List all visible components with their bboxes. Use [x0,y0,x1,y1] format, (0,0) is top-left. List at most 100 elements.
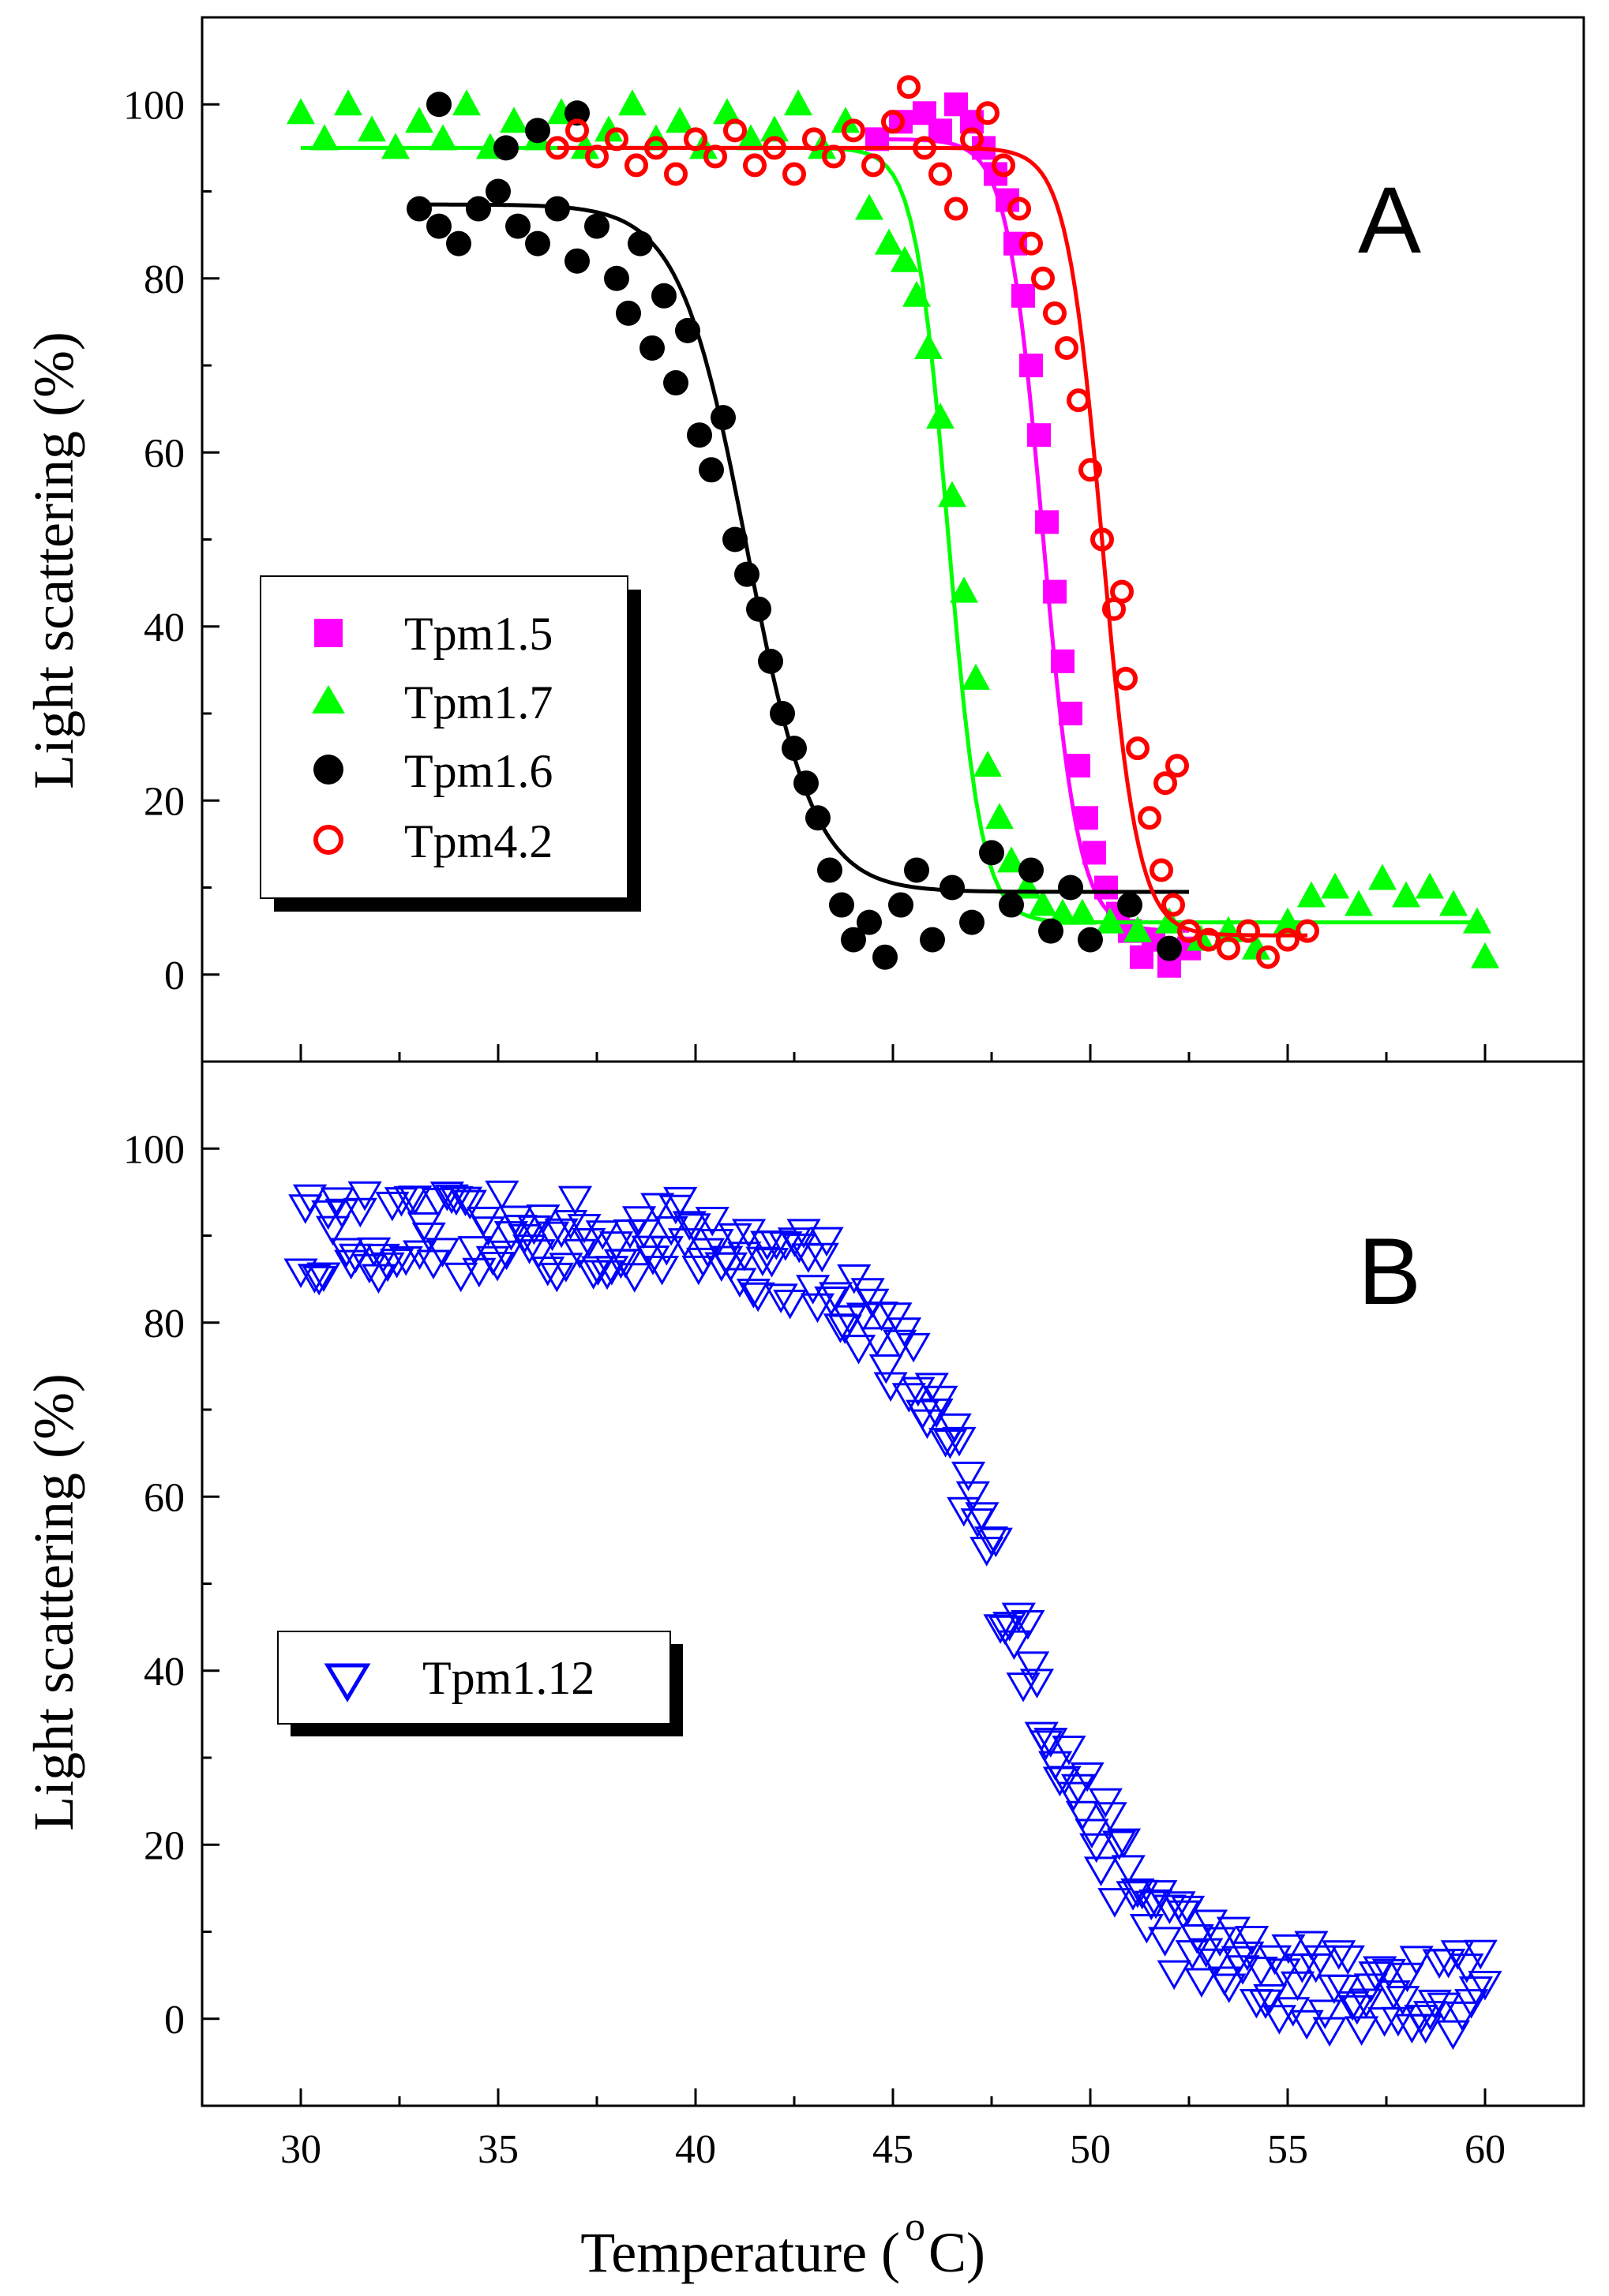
data-point-tpm1-12-190 [1152,1894,1187,1925]
data-point-tpm1-7-26 [891,245,919,272]
data-point-tpm1-12-152 [978,1527,1013,1558]
data-point-tpm1-12-188 [1143,1880,1178,1910]
data-point-tpm1-12-83 [663,1186,698,1217]
data-point-tpm1-12-25 [398,1185,433,1215]
data-point-tpm1-12-225 [1312,2017,1347,2047]
data-point-tpm1-12-126 [860,1327,895,1357]
data-point-tpm1-7-53 [1439,890,1468,916]
data-point-tpm1-6-38 [979,840,1004,866]
data-point-tpm1-6-2 [446,230,471,257]
data-point-tpm1-12-242 [1390,1962,1425,1993]
data-point-tpm1-12-197 [1184,1968,1219,1998]
data-point-tpm1-12-227 [1322,1940,1356,1970]
data-point-tpm1-6-8 [564,248,590,274]
data-point-tpm1-6-21 [734,561,759,587]
data-point-tpm1-12-231 [1340,1994,1375,2025]
data-point-tpm1-7-45 [1242,933,1270,960]
data-point-tpm1-12-134 [896,1332,931,1363]
data-point-tpm1-12-203 [1212,1973,1247,2003]
data-point-tpm4-2-24 [992,153,1015,178]
data-point-tpm1-6-5 [505,213,531,239]
data-point-tpm1-7-50 [1368,863,1397,890]
data-point-tpm1-12-244 [1399,1946,1434,1976]
data-point-tpm1-12-12 [338,1243,373,1274]
data-point-tpm1-12-204 [1216,1916,1251,1947]
data-point-tpm1-12-77 [636,1245,670,1275]
data-point-tpm1-12-201 [1202,1927,1237,1957]
data-point-tpm4-2-43 [1256,945,1280,969]
data-point-tpm1-6-46 [426,92,452,118]
data-point-tpm4-2-9 [723,118,747,143]
data-point-tpm1-7-51 [1392,881,1420,908]
data-point-tpm1-5-11 [1019,354,1043,377]
data-point-tpm4-2-4 [624,153,648,178]
data-point-tpm1-12-2 [292,1184,328,1215]
data-point-tpm1-12-31 [425,1238,460,1268]
data-point-tpm1-7-23 [831,107,860,133]
data-point-tpm1-12-115 [809,1227,844,1257]
fit-curve-tpm1-6 [419,202,1189,894]
y-tick-label: 20 [144,1823,185,1868]
data-point-tpm1-12-105 [763,1283,798,1313]
data-point-tpm1-12-86 [677,1213,711,1243]
data-point-tpm1-12-59 [553,1209,588,1240]
y-tick-label: 60 [144,1475,185,1520]
data-point-tpm1-12-117 [819,1282,853,1312]
data-point-tpm1-12-26 [402,1240,437,1270]
data-point-tpm1-7-49 [1345,890,1373,916]
data-point-tpm1-12-94 [713,1252,748,1283]
y-tick-label: 0 [164,1998,185,2043]
data-point-tpm1-12-107 [773,1289,808,1320]
data-point-tpm1-12-232 [1345,2016,1379,2047]
data-point-tpm1-12-52 [521,1239,556,1269]
data-point-tpm1-6-1 [426,213,452,239]
data-point-tpm1-12-223 [1303,1945,1338,1976]
data-point-tpm1-12-208 [1235,1926,1270,1956]
data-point-tpm4-2-35 [1126,736,1150,761]
data-point-tpm1-12-151 [973,1526,1009,1556]
data-point-tpm1-12-198 [1189,1938,1224,1968]
data-point-tpm1-12-63 [572,1227,606,1258]
data-point-tpm4-2-44 [1276,927,1300,952]
data-point-tpm4-2-46 [1165,754,1189,778]
data-point-tpm4-2-25 [1007,197,1031,221]
data-point-tpm1-6-29 [829,892,854,918]
data-point-tpm1-12-73 [617,1263,652,1293]
data-point-tpm1-12-20 [375,1191,410,1222]
data-point-tpm1-7-29 [926,403,955,429]
data-point-tpm1-12-144 [942,1426,977,1457]
data-point-tpm1-12-41 [471,1216,506,1246]
data-point-tpm1-6-49 [493,135,519,161]
data-point-tpm1-12-175 [1083,1856,1119,1886]
data-point-tpm1-12-91 [699,1229,734,1259]
x-axis-title-degree: o [905,2204,925,2249]
data-point-tpm1-12-211 [1248,1989,1283,2020]
data-point-tpm1-12-161 [1019,1669,1055,1699]
data-point-tpm1-6-9 [584,213,609,239]
data-point-tpm1-12-75 [626,1219,661,1249]
data-point-tpm1-12-58 [549,1253,583,1283]
data-point-tpm1-12-149 [965,1502,1000,1532]
data-point-tpm4-2-10 [743,153,767,178]
data-point-tpm1-7-19 [737,124,765,151]
data-point-tpm1-12-5 [306,1262,341,1293]
data-point-tpm1-7-6 [429,124,457,151]
data-point-tpm1-6-31 [857,909,882,935]
legend-label-tpm4-2: Tpm4.2 [404,815,553,867]
x-axis-title-suffix: C) [928,2221,985,2284]
data-point-tpm1-12-38 [457,1236,492,1266]
data-point-tpm1-12-35 [444,1262,478,1293]
data-point-tpm1-6-47 [525,118,550,144]
data-point-tpm1-12-44 [485,1180,519,1211]
data-point-tpm1-12-54 [531,1257,565,1287]
data-point-tpm1-12-259 [1468,1970,1502,2001]
data-point-tpm4-2-18 [897,75,921,99]
data-point-tpm4-2-16 [861,153,885,178]
data-point-tpm1-12-140 [924,1385,958,1416]
data-point-tpm1-6-44 [1117,892,1142,918]
data-point-tpm1-12-224 [1307,1999,1342,2030]
data-point-tpm1-12-165 [1038,1751,1073,1781]
panel-a: 0 20 40 60 80 100 A Light scattering (%) Tpm1… [22,16,1499,1063]
data-point-tpm4-2-15 [842,118,865,143]
data-point-tpm1-6-4 [486,178,511,204]
